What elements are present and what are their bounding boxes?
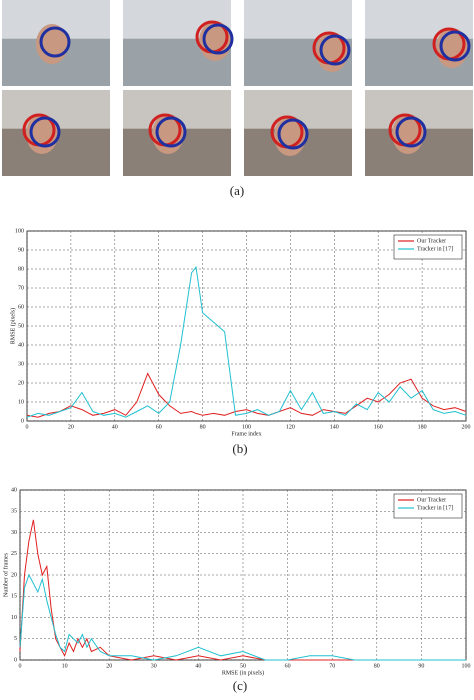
caption: (a)	[230, 183, 244, 198]
x-tick-label: 140	[330, 424, 339, 430]
y-tick-label: 80	[18, 266, 24, 272]
tracker-circle	[39, 26, 71, 58]
legend-label: Our Tracker	[417, 497, 446, 503]
x-tick-label: 20	[106, 663, 112, 669]
y-tick-label: 50	[18, 323, 24, 329]
x-tick-label: 80	[200, 424, 206, 430]
series-line	[26, 265, 467, 418]
x-tick-label: 0	[19, 663, 22, 669]
caption: (b)	[232, 441, 247, 456]
tracker-circle	[155, 116, 187, 148]
y-tick-label: 40	[11, 487, 17, 493]
y-tick-label: 10	[18, 399, 24, 405]
y-tick-label: 20	[18, 380, 24, 386]
chart: 0 5 10 15 20 25 30 35 40 0 10 20 30 40 50 60 70 80 90 100 RM…	[2, 487, 470, 676]
x-tick-label: 120	[286, 424, 295, 430]
x-tick-label: 160	[374, 424, 383, 430]
series-line	[19, 519, 466, 661]
tracker-circle	[439, 30, 471, 62]
x-tick-label: 40	[112, 424, 118, 430]
x-tick-label: 90	[418, 663, 424, 669]
tracker-circle	[395, 116, 427, 148]
x-tick-label: 80	[374, 663, 380, 669]
x-tick-label: 200	[462, 424, 471, 430]
x-tick-label: 180	[418, 424, 427, 430]
y-tick-label: 30	[11, 530, 17, 536]
y-axis-label: RMSE (pixels)	[9, 308, 16, 344]
chart: 0 10 20 30 40 50 60 70 80 90 100 0 20 40 60 80 100 120 140…	[9, 228, 470, 437]
y-tick-label: 90	[18, 247, 24, 253]
y-tick-label: 15	[11, 594, 17, 600]
x-axis-label: Frame index	[231, 431, 261, 437]
y-tick-label: 0	[14, 657, 17, 663]
y-tick-label: 60	[18, 304, 24, 310]
x-tick-label: 20	[68, 424, 74, 430]
x-tick-label: 0	[26, 424, 29, 430]
x-tick-label: 40	[195, 663, 201, 669]
x-tick-label: 70	[329, 663, 335, 669]
legend-label: Tracker in [17]	[417, 246, 453, 252]
y-tick-label: 100	[15, 228, 24, 234]
series-line	[26, 372, 467, 418]
x-tick-label: 50	[240, 663, 246, 669]
y-tick-label: 35	[11, 509, 17, 515]
tracker-circle	[202, 23, 234, 55]
legend-box	[393, 493, 463, 519]
legend-box	[393, 234, 463, 260]
series-line	[19, 573, 466, 661]
y-tick-label: 25	[11, 551, 17, 557]
x-axis-label: RMSE (in pixels)	[222, 669, 264, 676]
y-tick-label: 20	[11, 572, 17, 578]
legend-label: Our Tracker	[417, 238, 446, 244]
x-tick-label: 60	[156, 424, 162, 430]
y-tick-label: 70	[18, 285, 24, 291]
tracker-circle	[319, 34, 351, 66]
y-axis-label: Number of frames	[2, 552, 9, 597]
x-tick-label: 100	[462, 663, 471, 669]
y-tick-label: 10	[11, 615, 17, 621]
x-tick-label: 10	[62, 663, 68, 669]
tracker-circle	[277, 118, 309, 150]
x-tick-label: 60	[285, 663, 291, 669]
y-tick-label: 30	[18, 361, 24, 367]
x-tick-label: 100	[242, 424, 251, 430]
y-tick-label: 5	[14, 636, 17, 642]
tracker-circle	[29, 116, 61, 148]
photo-grid	[2, 0, 473, 176]
legend-label: Tracker in [17]	[417, 505, 453, 511]
caption: (c)	[233, 678, 247, 693]
y-tick-label: 40	[18, 342, 24, 348]
x-tick-label: 30	[151, 663, 157, 669]
y-tick-label: 0	[21, 418, 24, 424]
